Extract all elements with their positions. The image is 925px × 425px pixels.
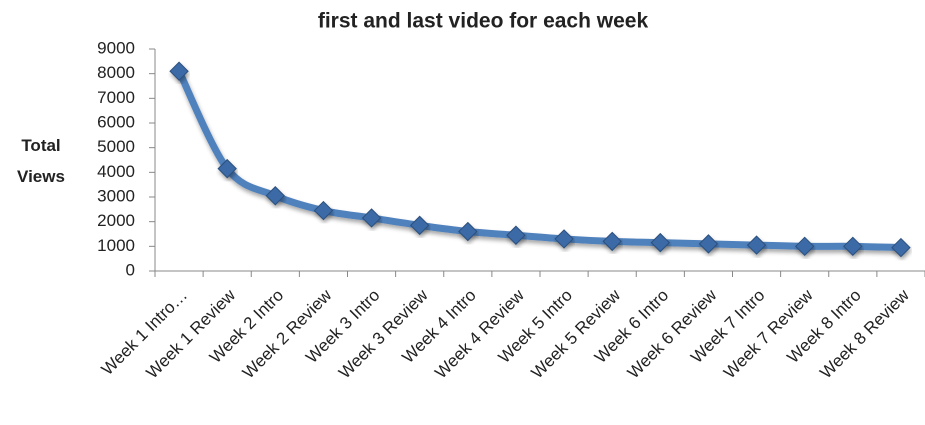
y-tick-label: 1000 (97, 236, 135, 255)
y-axis-label: Total Views (17, 136, 65, 186)
x-tick-label: Week 1 Intro… (98, 286, 191, 379)
y-tick-label: 8000 (97, 63, 135, 82)
y-tick-label: 4000 (97, 162, 135, 181)
marker (602, 231, 622, 252)
y-tick-label: 0 (126, 260, 135, 279)
series-line (175, 67, 905, 252)
y-tick-label: 2000 (97, 211, 135, 230)
marker (891, 237, 911, 258)
marker (554, 229, 574, 249)
marker (217, 158, 237, 179)
y-tick-label: 5000 (97, 137, 135, 156)
chart-title: first and last video for each week (318, 10, 649, 33)
marker (794, 236, 815, 257)
marker (361, 208, 382, 228)
marker (746, 235, 767, 255)
y-tick-label: 6000 (97, 112, 135, 131)
marker (409, 215, 430, 236)
marker (650, 232, 671, 253)
y-tick-label: 9000 (97, 38, 135, 57)
y-tick-label: 7000 (97, 88, 135, 107)
marker (843, 236, 863, 257)
marker (698, 234, 719, 254)
marker (313, 200, 334, 221)
marker (265, 186, 286, 206)
marker (169, 61, 189, 81)
x-tick-label: Week 8 Review (816, 285, 913, 382)
marker (458, 221, 478, 242)
marker (506, 225, 526, 245)
y-tick-label: 3000 (97, 186, 135, 205)
